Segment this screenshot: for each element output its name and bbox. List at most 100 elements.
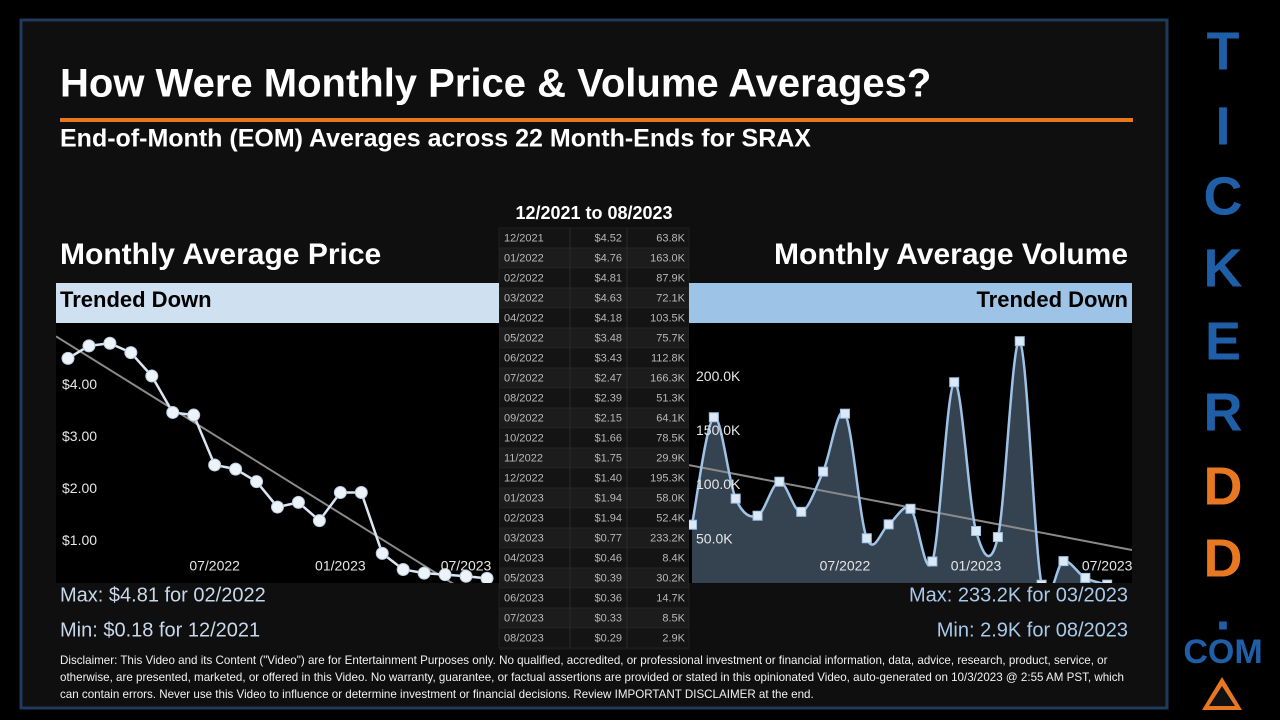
marker — [861, 533, 872, 544]
marker — [166, 405, 180, 419]
brand-letter: D — [1204, 456, 1243, 516]
table-cell: 29.9K — [656, 452, 685, 464]
marker — [208, 458, 222, 472]
y-tick-label: $3.00 — [62, 428, 97, 444]
table-cell: 07/2023 — [504, 612, 544, 624]
table-cell: $4.81 — [594, 272, 622, 284]
marker — [459, 569, 473, 583]
marker — [971, 526, 982, 536]
marker — [354, 486, 368, 500]
table-cell: $2.39 — [594, 392, 622, 404]
marker — [949, 377, 960, 388]
table-cell: 04/2023 — [504, 552, 544, 564]
table-cell: $0.36 — [594, 592, 622, 604]
table-cell: 163.0K — [650, 252, 686, 264]
brand-letter: D — [1204, 528, 1243, 588]
table-cell: 2.9K — [662, 632, 685, 644]
table-cell: 63.8K — [656, 232, 685, 244]
disclaimer: Disclaimer: This Video and its Content (… — [60, 654, 1125, 701]
marker — [992, 532, 1003, 543]
table-cell: 08/2022 — [504, 392, 544, 404]
trend-label: Trended Down — [976, 287, 1128, 312]
table-cell: $0.39 — [594, 572, 622, 584]
marker — [1036, 579, 1047, 583]
page-title: How Were Monthly Price & Volume Averages… — [60, 62, 931, 106]
table-cell: 103.5K — [650, 312, 686, 324]
marker — [730, 493, 741, 504]
y-tick-label: $1.00 — [62, 532, 97, 548]
table-cell: 12/2022 — [504, 472, 544, 484]
table-cell: $1.94 — [594, 492, 622, 504]
table-cell: $0.33 — [594, 612, 622, 624]
table-cell: 05/2022 — [504, 332, 544, 344]
table-cell: 78.5K — [656, 432, 685, 444]
table-cell: $0.46 — [594, 552, 622, 564]
chart-stat: Min: $0.18 for 12/2021 — [60, 619, 260, 641]
table-cell: 06/2023 — [504, 592, 544, 604]
marker — [796, 506, 807, 517]
brand-letter: . — [1215, 581, 1230, 641]
marker — [250, 475, 264, 489]
table-cell: 11/2022 — [504, 452, 543, 464]
table-cell: $4.52 — [594, 232, 622, 244]
marker — [839, 408, 850, 419]
marker — [905, 503, 916, 514]
table-title: 12/2021 to 08/2023 — [515, 203, 672, 223]
y-tick-label: $4.00 — [62, 376, 97, 392]
brand-letter: R — [1204, 382, 1243, 442]
table-cell: $2.47 — [594, 372, 622, 384]
marker — [229, 462, 243, 476]
marker — [271, 500, 284, 514]
table-cell: 05/2023 — [504, 572, 544, 584]
marker — [312, 514, 326, 528]
table-cell: $4.63 — [594, 292, 622, 304]
table-cell: 195.3K — [650, 472, 686, 484]
table-cell: 02/2022 — [504, 272, 544, 284]
table-cell: $0.77 — [594, 532, 622, 544]
trend-band — [56, 283, 499, 323]
table-cell: $4.18 — [594, 312, 622, 324]
data-table: 12/2021 $4.52 63.8K 01/2022 $4.76 163.0K 02/20… — [498, 227, 690, 650]
table-cell: 02/2023 — [504, 512, 544, 524]
chart-stat: Max: 233.2K for 03/2023 — [909, 584, 1128, 606]
table-cell: 10/2022 — [504, 432, 544, 444]
marker — [375, 546, 389, 560]
marker — [396, 562, 410, 576]
marker — [61, 351, 75, 365]
table-cell: 08/2023 — [504, 632, 544, 644]
table-cell: 58.0K — [656, 492, 685, 504]
table-row — [498, 627, 690, 649]
table-cell: 04/2022 — [504, 312, 544, 324]
table-cell: $1.75 — [594, 452, 622, 464]
table-cell: $1.94 — [594, 512, 622, 524]
plot — [689, 336, 1132, 583]
brand-letter: I — [1215, 96, 1230, 156]
charts: Monthly Average Price Trended Down Max: $4… — [56, 238, 1133, 641]
y-tick-label: 150.0K — [696, 422, 741, 438]
marker — [752, 510, 763, 521]
table-cell: 01/2022 — [504, 252, 544, 264]
trend-label: Trended Down — [60, 287, 212, 312]
title-rule — [60, 118, 1133, 122]
marker — [1014, 336, 1025, 347]
table-cell: 75.7K — [656, 332, 685, 344]
table-cell: $2.15 — [594, 412, 622, 424]
marker — [1102, 579, 1113, 583]
x-tick-label: 01/2023 — [951, 558, 1002, 574]
x-tick-label: 07/2022 — [820, 558, 871, 574]
marker — [291, 495, 305, 509]
marker — [480, 571, 494, 583]
x-tick-label: 01/2023 — [315, 558, 366, 574]
y-tick-label: 50.0K — [696, 530, 733, 546]
table-cell: 8.4K — [662, 552, 685, 564]
brand-letter: T — [1207, 21, 1240, 81]
chart-title: Monthly Average Volume — [774, 238, 1128, 271]
chart-stat: Max: $4.81 for 02/2022 — [60, 584, 266, 606]
table-cell: 166.3K — [650, 372, 686, 384]
marker — [417, 566, 431, 580]
marker — [708, 412, 719, 423]
marker — [774, 476, 785, 487]
marker — [103, 336, 117, 350]
